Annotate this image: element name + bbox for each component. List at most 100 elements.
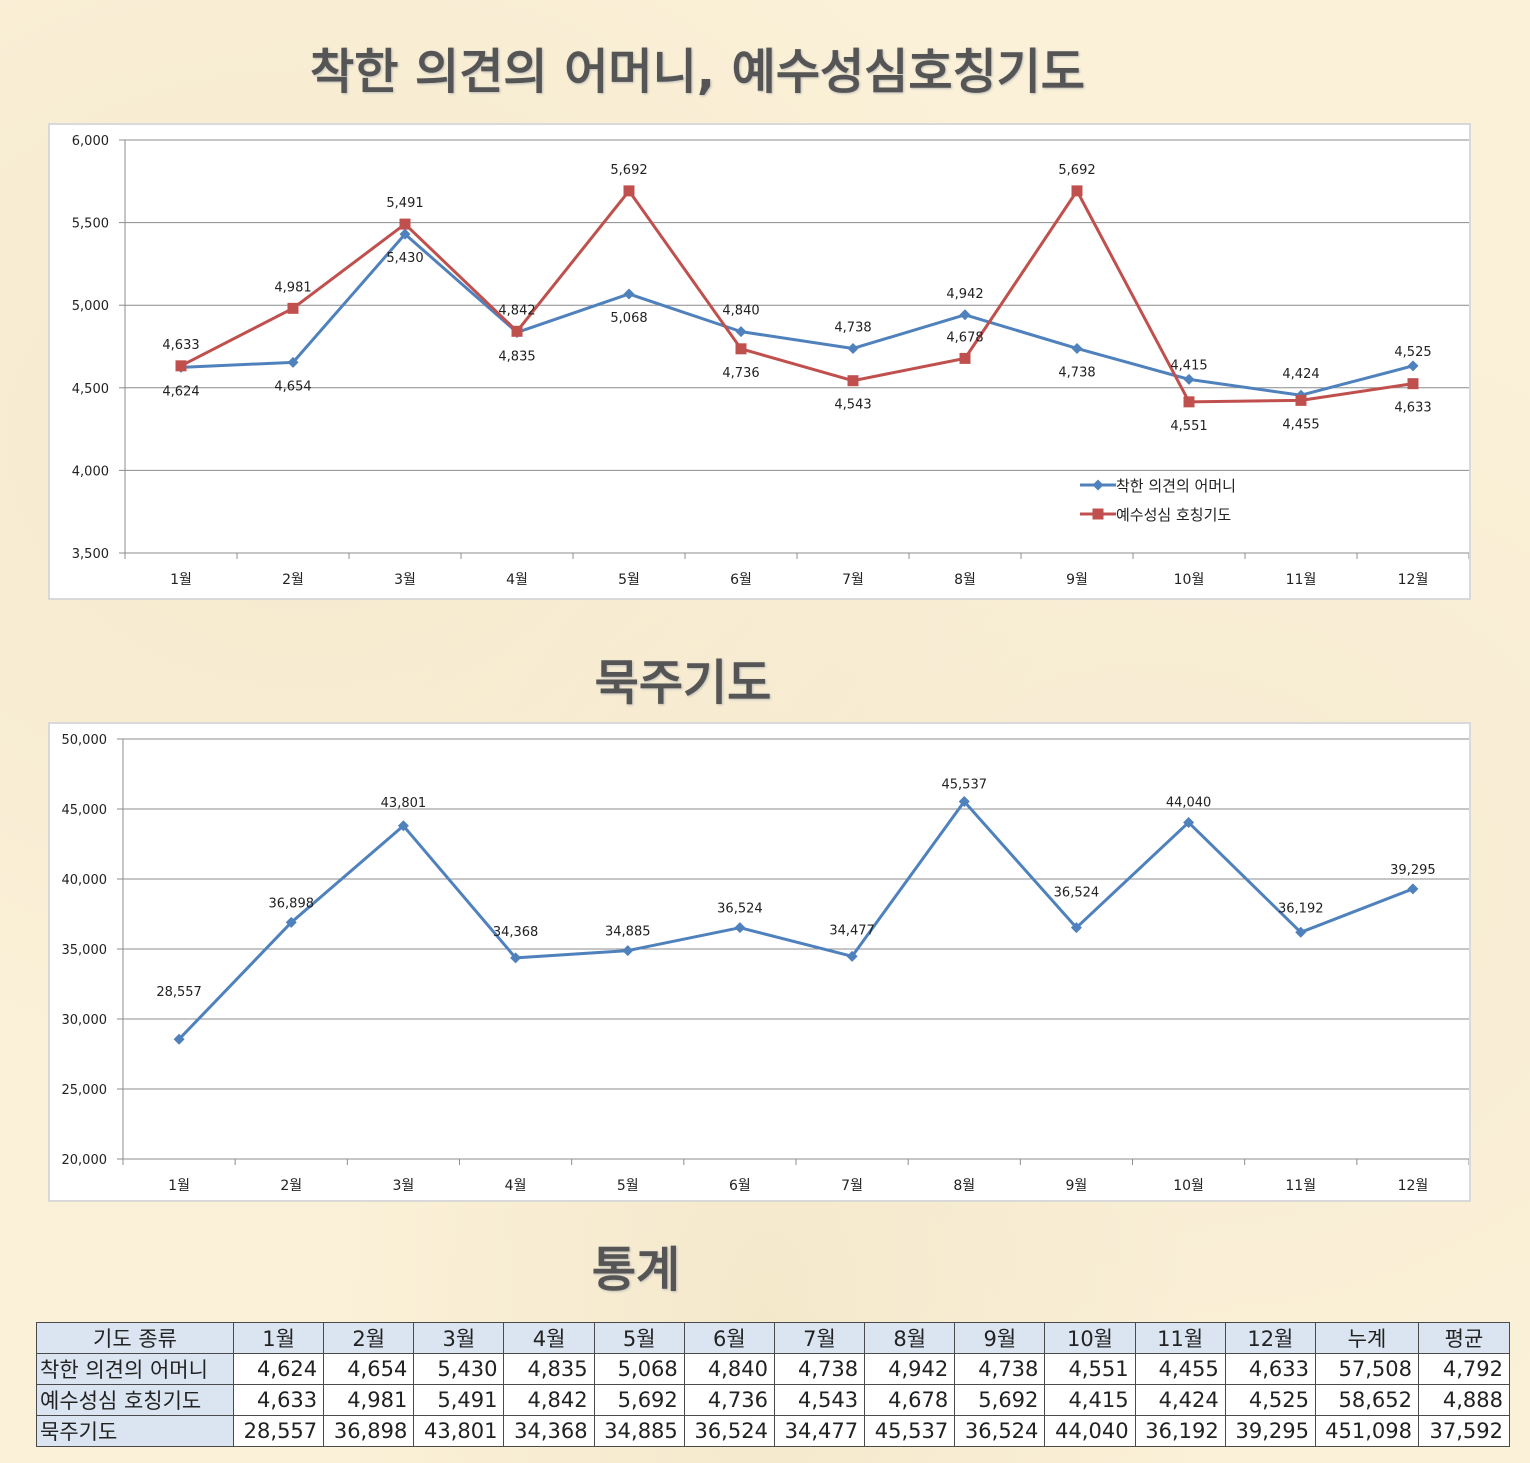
data-label: 4,842 — [498, 303, 535, 318]
data-point — [1071, 185, 1083, 197]
x-tick-label: 8월 — [954, 572, 976, 588]
data-point — [735, 326, 747, 338]
data-label: 5,692 — [1058, 163, 1095, 178]
series-line — [180, 232, 1414, 397]
data-label: 4,525 — [1394, 345, 1431, 360]
table-cell: 4,633 — [232, 1384, 325, 1416]
table-cell: 45,537 — [864, 1415, 956, 1447]
data-label: 4,455 — [1282, 417, 1319, 432]
data-point — [1407, 360, 1419, 372]
y-tick-label: 5,500 — [72, 217, 109, 232]
table-cell: 4,624 — [232, 1353, 325, 1385]
chart1-svg: 3,500 4,000 4,500 5,000 5,500 6,000 1월 2월 3월 4월 5월… — [72, 134, 1469, 588]
x-tick-label: 12월 — [1398, 1178, 1429, 1194]
table-cell: 4,888 — [1418, 1384, 1510, 1416]
header-cell: 10월 — [1044, 1322, 1136, 1354]
row-label: 착한 의견의 어머니 — [36, 1353, 234, 1385]
y-tick-label: 25,000 — [62, 1083, 108, 1098]
data-point — [287, 302, 299, 314]
table-cell: 28,557 — [232, 1415, 325, 1447]
table-cell: 34,368 — [503, 1415, 595, 1447]
y-tick-label: 4,500 — [72, 382, 109, 397]
table-cell: 36,524 — [683, 1415, 775, 1447]
header-cell: 12월 — [1224, 1322, 1317, 1354]
data-point — [1183, 373, 1195, 385]
legend-label: 착한 의견의 어머니 — [1116, 477, 1236, 495]
table-cell: 5,692 — [954, 1384, 1046, 1416]
table-cell: 451,098 — [1315, 1415, 1419, 1447]
data-label: 4,738 — [1058, 365, 1095, 380]
y-tick-label: 5,000 — [72, 299, 109, 314]
table-header-row: 기도 종류 1월 2월 3월 4월 5월 6월 7월 8월 9월 10월 11월… — [36, 1322, 1510, 1354]
chart2-title: 묵주기도 — [594, 655, 772, 711]
x-tick-label: 11월 — [1285, 1178, 1316, 1194]
chart1-panel: 3,500 4,000 4,500 5,000 5,500 6,000 1월 2월 3월 4월 5월… — [48, 123, 1471, 600]
data-point — [399, 218, 411, 230]
legend-label: 예수성심 호칭기도 — [1116, 506, 1231, 524]
table-cell: 4,981 — [323, 1384, 415, 1416]
data-label: 34,477 — [829, 923, 875, 938]
table-cell: 37,592 — [1418, 1415, 1510, 1447]
table-cell: 4,543 — [773, 1384, 866, 1416]
data-label: 4,543 — [834, 398, 871, 413]
data-label: 4,633 — [162, 338, 199, 353]
data-label: 39,295 — [1390, 863, 1436, 878]
data-label: 4,835 — [498, 349, 535, 364]
x-tick-label: 7월 — [842, 572, 864, 588]
data-label: 36,524 — [717, 902, 763, 917]
data-label: 4,738 — [834, 320, 871, 335]
table-cell: 57,508 — [1315, 1353, 1419, 1385]
table-cell: 39,295 — [1224, 1415, 1317, 1447]
data-point — [847, 342, 859, 354]
header-cell: 1월 — [232, 1322, 325, 1354]
data-label: 4,415 — [1170, 358, 1207, 373]
x-tick-label: 9월 — [1066, 1178, 1088, 1194]
y-tick-label: 4,000 — [72, 464, 109, 479]
data-label: 43,801 — [381, 796, 427, 811]
chart2-panel: 20,000 25,000 30,000 35,000 40,000 45,000 50,0… — [48, 722, 1471, 1202]
table-cell: 5,068 — [593, 1353, 685, 1385]
table-cell: 4,525 — [1224, 1384, 1317, 1416]
data-point — [1183, 816, 1195, 828]
y-tick-label: 45,000 — [62, 803, 108, 818]
data-point — [623, 185, 635, 197]
x-tick-label: 10월 — [1173, 1178, 1204, 1194]
data-point — [511, 325, 523, 337]
data-label: 28,557 — [156, 985, 202, 1000]
y-tick-label: 20,000 — [62, 1153, 108, 1168]
data-point — [510, 952, 522, 964]
table-cell: 5,491 — [413, 1384, 505, 1416]
table-cell: 4,424 — [1134, 1384, 1226, 1416]
series-line — [178, 799, 1414, 1041]
data-label: 45,537 — [942, 777, 988, 792]
table-title: 통계 — [591, 1242, 681, 1298]
data-label: 5,692 — [610, 163, 647, 178]
chart2-svg: 20,000 25,000 30,000 35,000 40,000 45,000 50,0… — [62, 733, 1469, 1194]
data-label: 4,840 — [722, 304, 759, 319]
data-point — [622, 945, 634, 957]
data-point — [1407, 378, 1419, 390]
data-point — [1407, 883, 1419, 895]
header-cell: 4월 — [503, 1322, 595, 1354]
table-cell: 4,551 — [1044, 1353, 1136, 1385]
chart1-title: 착한 의견의 어머니, 예수성심호칭기도 — [310, 44, 1085, 100]
y-tick-label: 40,000 — [62, 873, 108, 888]
table-cell: 4,455 — [1134, 1353, 1226, 1385]
table-cell: 4,738 — [954, 1353, 1046, 1385]
legend-marker — [1092, 508, 1104, 520]
table-cell: 4,842 — [503, 1384, 595, 1416]
data-label: 4,551 — [1170, 419, 1207, 434]
data-label: 4,633 — [1394, 401, 1431, 416]
header-cell: 2월 — [323, 1322, 415, 1354]
table-cell: 36,192 — [1134, 1415, 1226, 1447]
x-tick-label: 9월 — [1066, 572, 1088, 588]
table-cell: 4,678 — [864, 1384, 956, 1416]
series-line — [180, 189, 1414, 404]
data-label: 4,624 — [162, 384, 199, 399]
header-cell: 11월 — [1134, 1322, 1226, 1354]
data-label: 5,491 — [386, 196, 423, 211]
data-point — [1295, 926, 1307, 938]
data-label: 5,068 — [610, 311, 647, 326]
data-point — [1183, 396, 1195, 408]
header-cell: 누계 — [1315, 1322, 1419, 1354]
